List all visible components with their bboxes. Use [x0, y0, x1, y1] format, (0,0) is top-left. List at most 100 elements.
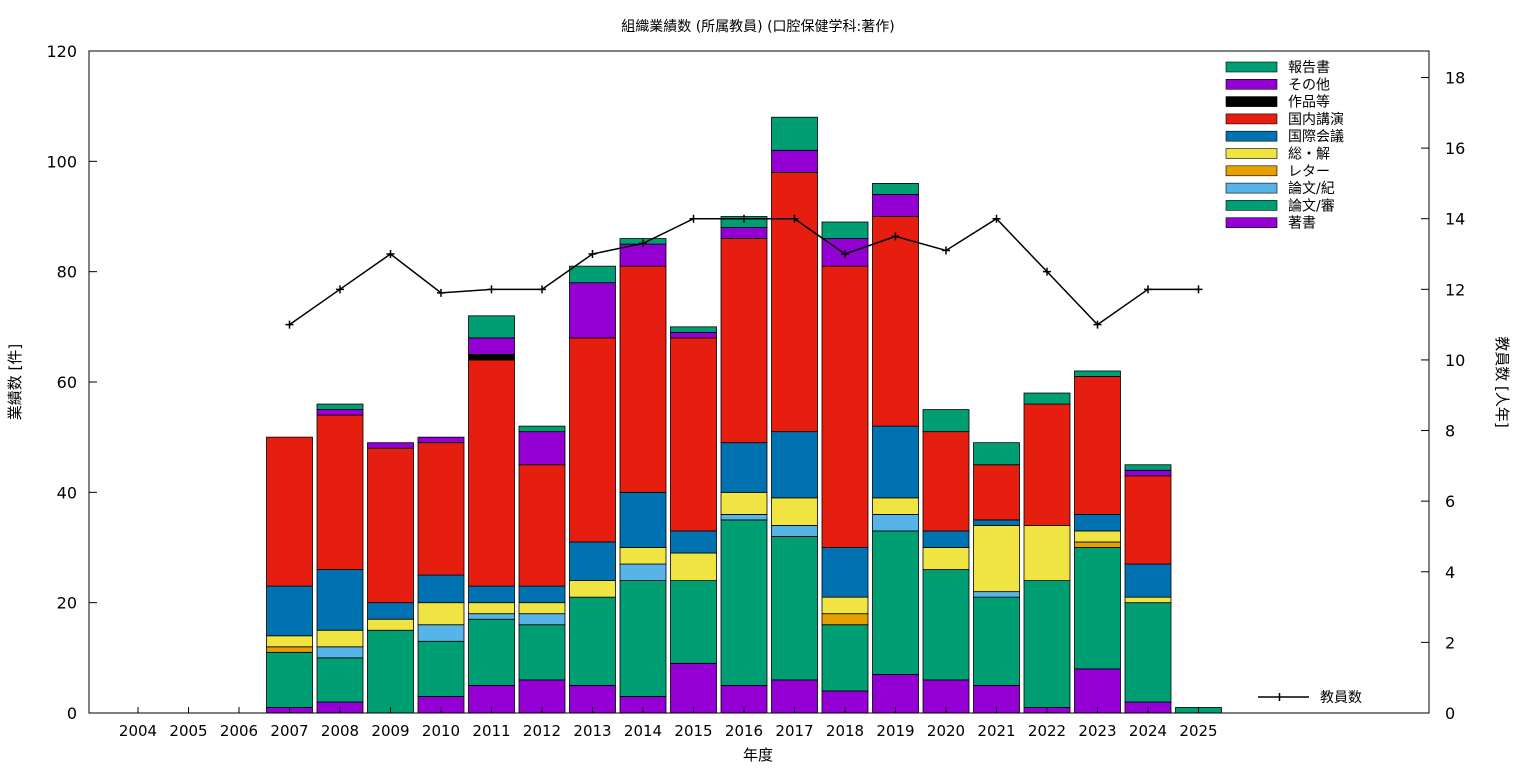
bar-2015-series-1: [670, 580, 717, 664]
y2-tick-label-2: 2: [1445, 633, 1455, 652]
bar-2012-series-9: [518, 425, 566, 433]
legend-swatch-6: [1225, 113, 1278, 125]
bar-2016-series-6: [720, 238, 768, 444]
bar-2017-series-6: [771, 171, 818, 433]
bar-2007-series-6: [266, 436, 313, 587]
legend-swatch-8: [1225, 79, 1278, 90]
x-tick-label-2010: 2010: [422, 722, 460, 740]
x-tick-label-2024: 2024: [1129, 722, 1167, 740]
bar-2011-series-1: [468, 618, 515, 686]
bar-2019-series-9: [872, 182, 919, 195]
bar-2015-series-5: [670, 530, 717, 554]
teacher-count-point-2012: [538, 285, 546, 294]
chart-title: 組織業績数 (所属教員) (口腔保健学科:著作): [621, 19, 894, 35]
bar-2016-series-4: [720, 491, 768, 515]
bar-2012-series-1: [518, 624, 566, 681]
bar-2015-series-4: [670, 552, 717, 581]
teacher-count-point-2009: [386, 250, 395, 259]
bar-2007-series-5: [266, 585, 313, 637]
bar-2024-series-6: [1124, 475, 1172, 565]
x-tick-label-2015: 2015: [674, 722, 712, 740]
teacher-count-point-2008: [336, 285, 344, 294]
x-tick-label-2009: 2009: [371, 722, 409, 740]
x-tick-label-2013: 2013: [573, 722, 611, 740]
bar-2007-series-1: [266, 651, 313, 708]
bar-2010-series-8: [417, 436, 465, 444]
legend-label-3: レター: [1288, 164, 1330, 180]
teacher-count-point-2023: [1093, 320, 1102, 329]
bar-2008-series-1: [316, 657, 364, 703]
teacher-count-point-2019: [891, 232, 900, 241]
bar-2013-series-6: [569, 337, 616, 543]
x-tick-label-2014: 2014: [624, 722, 662, 740]
bar-2017-series-8: [771, 149, 818, 173]
y2-tick-label-4: 4: [1445, 563, 1455, 582]
y2-tick-label-10: 10: [1445, 351, 1465, 370]
bar-2009-series-8: [367, 442, 414, 449]
y2-tick-label-8: 8: [1445, 422, 1455, 441]
bar-2011-series-4: [468, 602, 515, 615]
x-tick-label-2011: 2011: [472, 722, 510, 740]
bar-2017-series-9: [771, 116, 818, 151]
bar-2021-series-4: [973, 525, 1020, 593]
bar-2008-series-8: [316, 409, 364, 416]
bar-2019-series-8: [872, 194, 919, 217]
teacher-count-point-2025: [1194, 285, 1203, 294]
x-tick-label-2023: 2023: [1078, 722, 1116, 740]
bar-2017-series-2: [771, 525, 818, 537]
bar-2019-series-5: [872, 425, 919, 499]
teacher-count-point-2013: [588, 250, 597, 259]
x-tick-label-2006: 2006: [220, 722, 258, 740]
y-tick-label-120: 120: [46, 42, 77, 61]
bar-2022-series-1: [1023, 580, 1071, 708]
teacher-count-point-2020: [942, 246, 950, 255]
bar-2013-series-1: [569, 596, 616, 686]
bar-2009-series-5: [367, 602, 414, 620]
bar-2011-series-8: [468, 337, 515, 355]
x-tick-label-2020: 2020: [927, 722, 965, 740]
x-tick-label-2016: 2016: [725, 722, 763, 740]
legend-swatch-2: [1225, 182, 1278, 194]
y-tick-label-100: 100: [46, 152, 77, 171]
bar-2022-series-6: [1023, 403, 1071, 526]
bar-2020-series-6: [922, 431, 970, 532]
legend-label-5: 国際会議: [1288, 128, 1344, 145]
bar-2011-series-9: [468, 315, 515, 339]
bar-2024-series-1: [1124, 602, 1172, 703]
legend-swatch-1: [1225, 200, 1278, 211]
bar-2023-series-3: [1074, 541, 1121, 548]
legend-swatch-3: [1225, 165, 1278, 177]
bar-2018-series-9: [821, 221, 869, 239]
bar-2014-series-2: [619, 563, 667, 581]
x-tick-label-2012: 2012: [523, 722, 561, 740]
y-axis-label: 業績数 [件]: [6, 344, 24, 420]
teacher-count-point-2010: [437, 288, 445, 297]
legend-label-1: 論文/審: [1288, 198, 1335, 214]
bar-2022-series-4: [1023, 525, 1071, 582]
bar-2012-series-4: [518, 602, 566, 615]
x-tick-label-2022: 2022: [1028, 722, 1066, 740]
teacher-count-point-2007: [285, 320, 294, 329]
bar-2010-series-2: [417, 624, 465, 642]
bar-2021-series-9: [973, 442, 1020, 466]
legend-label-0: 著書: [1288, 216, 1316, 232]
x-tick-label-2017: 2017: [775, 722, 813, 740]
bar-2018-series-3: [821, 613, 869, 626]
bar-2012-series-6: [518, 464, 566, 587]
bar-2010-series-4: [417, 602, 465, 626]
x-tick-label-2021: 2021: [977, 722, 1015, 740]
bar-2011-series-7: [468, 354, 515, 361]
bar-2024-series-9: [1124, 464, 1172, 471]
y2-tick-label-16: 16: [1445, 139, 1465, 158]
bar-2022-series-9: [1023, 392, 1071, 405]
bar-2019-series-4: [872, 497, 919, 515]
bar-2010-series-5: [417, 574, 465, 604]
y-tick-label-80: 80: [57, 263, 77, 282]
y-tick-label-40: 40: [57, 483, 77, 502]
bar-2013-series-5: [569, 541, 616, 582]
bar-2016-series-1: [720, 519, 768, 686]
x-tick-label-2025: 2025: [1179, 722, 1217, 740]
bar-2017-series-1: [771, 536, 818, 681]
bar-2014-series-6: [619, 265, 667, 493]
